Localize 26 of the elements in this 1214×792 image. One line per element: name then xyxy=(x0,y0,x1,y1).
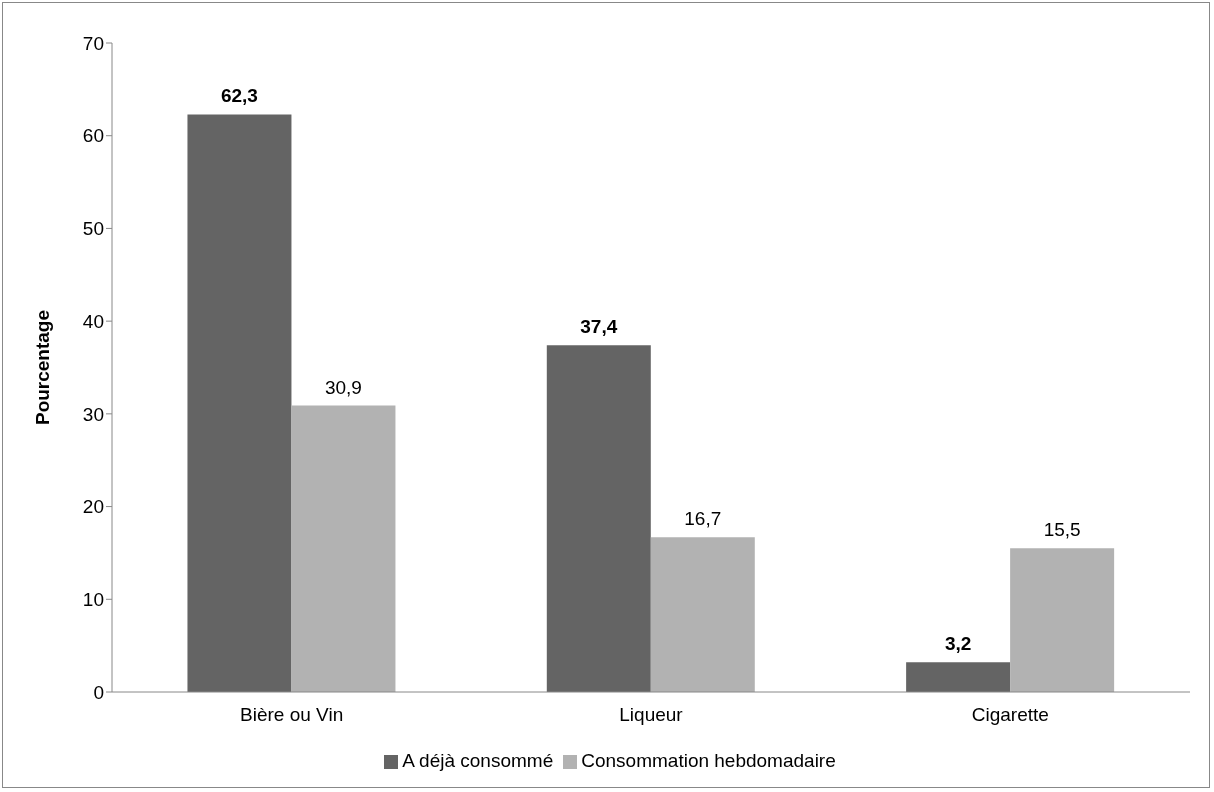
data-label: 3,2 xyxy=(944,633,972,655)
data-label: 62,3 xyxy=(220,85,258,107)
data-label: 37,4 xyxy=(580,316,618,338)
data-label: 15,5 xyxy=(1043,519,1081,541)
y-tick-label: 30 xyxy=(82,403,104,425)
y-tick-label: 60 xyxy=(82,125,104,147)
x-tick-label: Bière ou Vin xyxy=(240,704,344,726)
y-tick-label: 20 xyxy=(82,496,104,518)
y-tick-label: 40 xyxy=(82,310,104,332)
data-label: 30,9 xyxy=(324,376,362,398)
legend-label: A déjà consommé xyxy=(402,750,554,771)
bar xyxy=(906,662,1011,692)
x-tick-label: Liqueur xyxy=(619,704,684,726)
y-tick-label: 0 xyxy=(93,681,104,703)
y-tick-label: 70 xyxy=(82,32,104,54)
y-tick-label: 50 xyxy=(82,218,104,240)
bar xyxy=(187,114,292,692)
data-label: 16,7 xyxy=(684,508,722,530)
bar xyxy=(546,345,651,692)
y-tick-label: 10 xyxy=(82,589,104,611)
y-axis-title: Pourcentage xyxy=(31,309,53,426)
legend-label: Consommation hebdomadaire xyxy=(581,750,836,771)
x-tick-label: Cigarette xyxy=(971,704,1049,726)
bar xyxy=(1010,548,1115,692)
bar xyxy=(291,405,396,692)
bar xyxy=(650,537,755,692)
